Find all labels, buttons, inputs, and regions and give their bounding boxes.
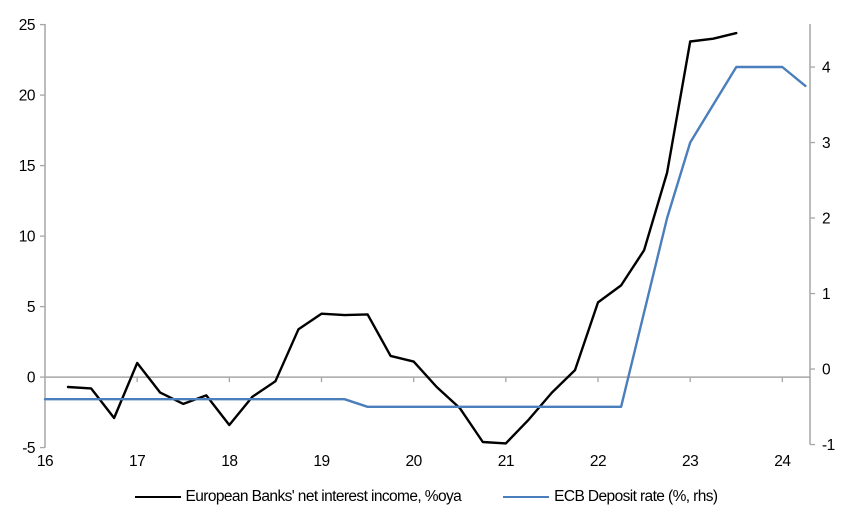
nii-line (66, 31, 738, 445)
legend-item-nii: European Banks' net interest income, %oy… (134, 488, 462, 506)
right-axis-tick-label: 3 (822, 135, 830, 152)
left-axis-tick-label: 5 (27, 299, 35, 316)
x-axis-tick-label: 16 (37, 453, 53, 470)
x-axis-tick-label: 20 (406, 453, 423, 470)
x-axis-tick-label: 23 (682, 453, 698, 470)
x-axis-tick-label: 17 (129, 453, 145, 470)
x-axis-tick-label: 22 (590, 453, 606, 470)
right-axis-tick-label: 4 (822, 60, 831, 77)
left-axis-tick-label: -5 (22, 440, 35, 457)
x-axis-tick-label: 19 (313, 453, 329, 470)
right-axis-tick-label: 0 (822, 362, 831, 379)
nii-line-sample (134, 496, 181, 498)
x-axis-tick-label: 18 (221, 453, 237, 470)
right-axis-tick-label: 2 (822, 211, 830, 228)
left-axis-tick-label: 0 (27, 370, 36, 387)
nii-legend-label: European Banks' net interest income, %oy… (185, 488, 462, 505)
left-axis-tick-label: 25 (19, 17, 35, 34)
left-axis-tick-label: 10 (19, 229, 36, 246)
right-axis-tick-label: 1 (822, 286, 830, 303)
chart-legend: European Banks' net interest income, %oy… (0, 488, 852, 506)
legend-item-ecb: ECB Deposit rate (%, rhs) (503, 488, 718, 506)
ecb-line-sample (503, 496, 550, 498)
right-axis-tick-label: -1 (822, 437, 835, 454)
x-axis-tick-label: 21 (498, 453, 514, 470)
left-axis-tick-label: 15 (19, 158, 35, 175)
ecb-line (43, 65, 807, 408)
left-axis-tick-label: 20 (19, 88, 36, 105)
x-axis-tick-label: 24 (774, 453, 791, 470)
ecb-legend-label: ECB Deposit rate (%, rhs) (554, 488, 718, 505)
